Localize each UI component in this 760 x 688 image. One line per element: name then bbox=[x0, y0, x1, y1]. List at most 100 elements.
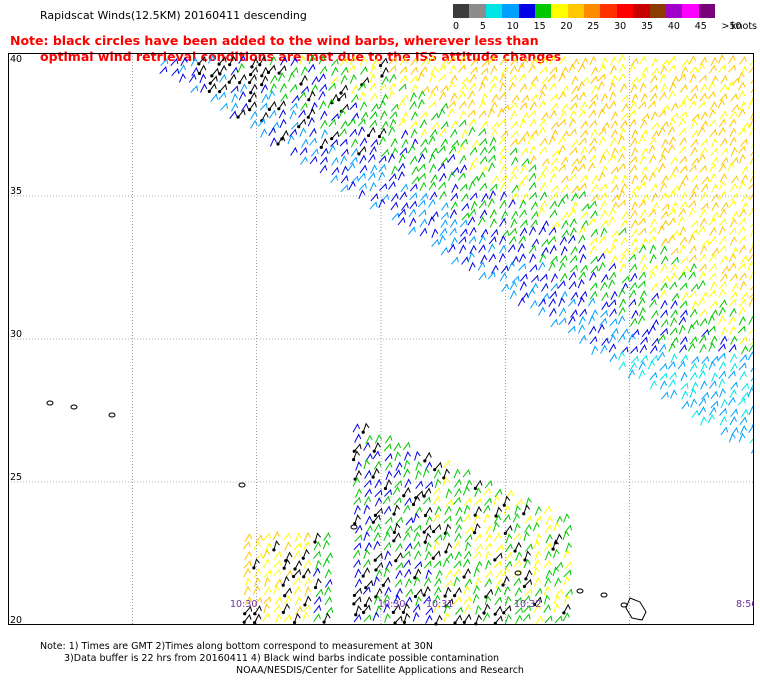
wind-barb bbox=[568, 208, 577, 218]
wind-barb bbox=[500, 191, 508, 201]
wind-barb bbox=[718, 180, 726, 191]
wind-barb bbox=[500, 265, 509, 274]
wind-barb bbox=[395, 461, 403, 472]
wind-barb bbox=[677, 215, 685, 226]
contamination-dot bbox=[374, 568, 378, 572]
contamination-dot bbox=[522, 512, 526, 516]
wind-barb bbox=[237, 62, 245, 73]
wind-barb bbox=[529, 101, 537, 111]
wind-barb bbox=[549, 66, 558, 75]
note-line-1: Note: black circles have been added to t… bbox=[10, 33, 539, 48]
wind-barb bbox=[349, 102, 358, 111]
wind-barb bbox=[240, 102, 249, 112]
wind-barb bbox=[690, 220, 699, 229]
wind-barb bbox=[249, 91, 257, 101]
wind-barb bbox=[199, 64, 207, 74]
contamination-dot bbox=[247, 80, 252, 85]
wind-barb bbox=[649, 92, 658, 102]
wind-barb bbox=[561, 130, 570, 140]
wind-barb bbox=[718, 281, 727, 290]
wind-barb bbox=[727, 64, 736, 73]
wind-barb bbox=[738, 298, 747, 308]
wind-barb bbox=[409, 217, 417, 227]
wind-barb bbox=[667, 360, 676, 370]
wind-barb bbox=[578, 137, 587, 146]
wind-barb bbox=[461, 256, 469, 265]
wind-barb bbox=[209, 75, 218, 84]
wind-barb bbox=[490, 128, 498, 139]
wind-barb bbox=[462, 486, 470, 496]
wind-barb bbox=[708, 342, 716, 352]
wind-barb bbox=[697, 153, 706, 163]
wind-barb bbox=[254, 613, 262, 623]
wind-barb bbox=[552, 539, 559, 550]
wind-barb bbox=[289, 102, 298, 111]
wind-barb bbox=[498, 91, 507, 101]
wind-barb bbox=[359, 101, 368, 111]
wind-barb bbox=[640, 147, 649, 157]
wind-barb bbox=[352, 549, 361, 559]
wind-barb bbox=[252, 585, 261, 595]
wind-barb bbox=[569, 109, 577, 120]
wind-barb bbox=[598, 108, 606, 118]
wind-barb bbox=[638, 100, 647, 109]
wind-barb bbox=[350, 156, 358, 165]
wind-barb bbox=[455, 515, 463, 526]
wind-barb bbox=[401, 202, 409, 211]
wind-barb bbox=[640, 129, 649, 139]
wind-barb bbox=[480, 120, 489, 130]
wind-barb bbox=[728, 432, 736, 443]
wind-barb bbox=[454, 614, 463, 624]
wind-barb bbox=[309, 137, 317, 146]
wind-barb bbox=[478, 271, 487, 281]
wind-barb bbox=[679, 83, 688, 93]
wind-barb bbox=[380, 110, 388, 120]
wind-barb bbox=[324, 578, 333, 588]
wind-barb bbox=[569, 217, 577, 228]
wind-barb bbox=[261, 75, 269, 85]
wind-barb bbox=[369, 181, 377, 192]
wind-barb bbox=[519, 118, 527, 129]
wind-barb bbox=[433, 560, 442, 569]
wind-barb bbox=[508, 81, 516, 92]
colorbar-segment bbox=[665, 4, 683, 18]
wind-barb bbox=[468, 208, 477, 218]
contamination-dot bbox=[434, 622, 438, 626]
wind-barb bbox=[560, 193, 569, 202]
wind-barb bbox=[475, 543, 483, 552]
island bbox=[108, 412, 116, 418]
wind-barb bbox=[671, 256, 679, 265]
wind-barb bbox=[440, 84, 449, 94]
wind-barb bbox=[477, 261, 486, 271]
wind-barb bbox=[718, 288, 726, 298]
time-label: 10:32 bbox=[514, 599, 541, 610]
colorbar-segment bbox=[616, 4, 634, 18]
wind-barb bbox=[402, 504, 411, 514]
wind-barb bbox=[362, 422, 370, 433]
wind-barb bbox=[667, 190, 676, 199]
wind-barb bbox=[658, 109, 667, 118]
wind-barb bbox=[468, 126, 476, 136]
wind-barb bbox=[640, 263, 648, 274]
wind-barb bbox=[432, 487, 441, 496]
wind-barb bbox=[658, 162, 666, 173]
wind-barb bbox=[679, 110, 688, 119]
wind-barb bbox=[514, 606, 523, 615]
wind-barb bbox=[700, 110, 708, 121]
wind-barb bbox=[729, 236, 738, 246]
wind-barb bbox=[688, 234, 696, 244]
wind-barb bbox=[678, 100, 686, 109]
wind-barb bbox=[504, 595, 512, 606]
wind-barb bbox=[660, 83, 668, 94]
wind-barb bbox=[278, 109, 286, 119]
wind-barb bbox=[580, 120, 588, 129]
wind-barb bbox=[510, 130, 519, 139]
wind-barb bbox=[427, 198, 436, 208]
colorbar-tick-label: 40 bbox=[667, 21, 680, 32]
wind-barb bbox=[699, 164, 707, 173]
wind-barb bbox=[588, 100, 597, 110]
wind-barb bbox=[525, 569, 533, 580]
wind-barb bbox=[324, 568, 332, 579]
colorbar-tick-label: 15 bbox=[533, 21, 546, 32]
wind-barb bbox=[413, 531, 421, 542]
